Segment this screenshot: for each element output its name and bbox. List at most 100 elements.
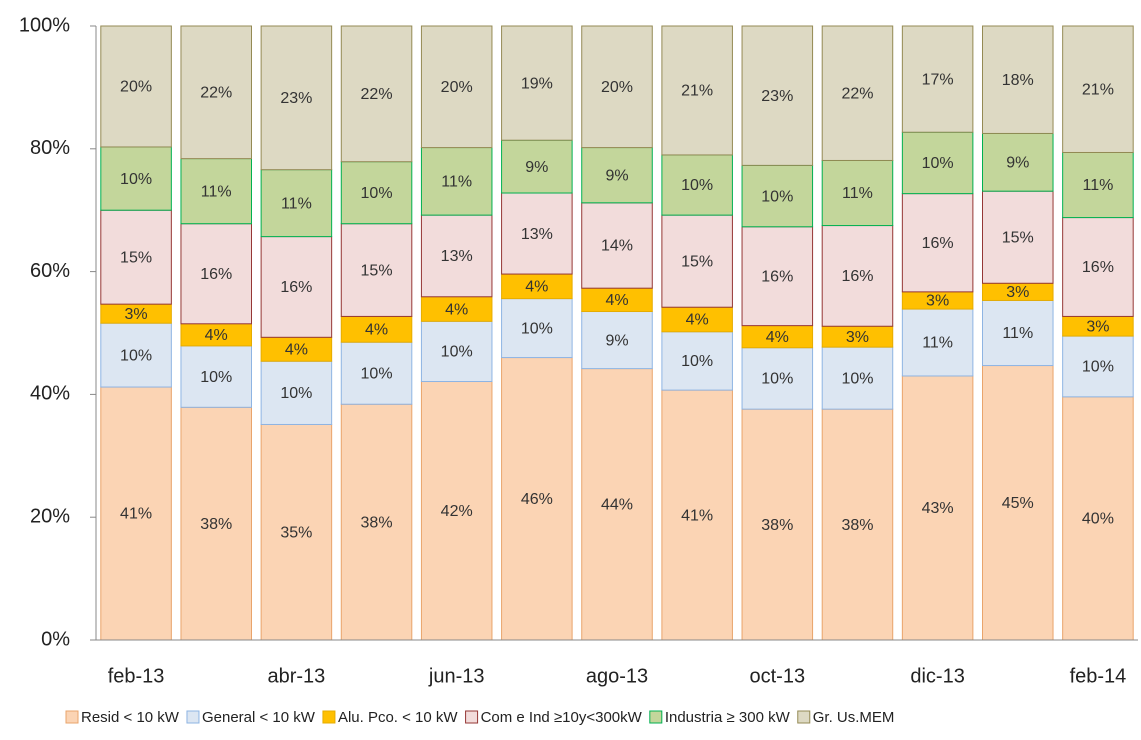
data-label: 9% xyxy=(525,159,548,176)
x-tick-label: ago-13 xyxy=(586,665,648,687)
data-label: 10% xyxy=(441,344,473,361)
data-label: 11% xyxy=(1002,325,1033,342)
data-label: 13% xyxy=(441,248,473,265)
data-label: 4% xyxy=(445,301,468,318)
legend-label: General < 10 kW xyxy=(202,709,316,726)
data-label: 19% xyxy=(521,75,553,92)
data-label: 23% xyxy=(280,90,312,107)
data-label: 10% xyxy=(521,320,553,337)
bar-segment xyxy=(100,146,172,211)
data-label: 9% xyxy=(1006,155,1029,172)
bar-segment xyxy=(100,25,172,148)
data-label: 17% xyxy=(922,71,954,88)
data-label: 11% xyxy=(281,195,312,212)
y-tick-label: 60% xyxy=(30,260,70,282)
y-tick-label: 20% xyxy=(30,505,70,527)
bar-segment xyxy=(1062,396,1134,641)
data-label: 16% xyxy=(200,266,232,283)
data-label: 38% xyxy=(761,517,793,534)
data-label: 3% xyxy=(846,329,869,346)
data-label: 20% xyxy=(441,79,473,96)
data-label: 10% xyxy=(681,353,713,370)
x-tick-label: feb-13 xyxy=(108,665,165,687)
bar-segment xyxy=(340,223,413,317)
bar-segment xyxy=(821,25,894,161)
bar-segment xyxy=(661,25,733,156)
bar-segment xyxy=(501,273,573,300)
legend-swatch xyxy=(797,710,811,724)
bar-segment xyxy=(260,423,333,641)
bar-segment xyxy=(501,298,573,359)
bar-segment xyxy=(260,25,333,171)
legend-swatch xyxy=(322,710,336,724)
data-label: 22% xyxy=(361,86,393,103)
data-label: 21% xyxy=(681,83,713,100)
bar-segment xyxy=(741,25,814,166)
data-label: 38% xyxy=(200,516,232,533)
data-label: 16% xyxy=(1082,259,1114,276)
data-label: 9% xyxy=(605,332,628,349)
data-label: 10% xyxy=(120,171,152,188)
data-label: 4% xyxy=(525,279,548,296)
data-label: 20% xyxy=(120,79,152,96)
data-label: 16% xyxy=(922,235,954,252)
data-label: 3% xyxy=(1006,284,1029,301)
bar-segment xyxy=(260,236,333,338)
data-label: 3% xyxy=(1086,318,1109,335)
data-label: 22% xyxy=(200,85,232,102)
data-label: 46% xyxy=(521,491,553,508)
y-tick-label: 0% xyxy=(41,628,70,650)
data-label: 45% xyxy=(1002,495,1034,512)
y-tick-label: 80% xyxy=(30,137,70,159)
bar-segment xyxy=(982,299,1054,367)
data-label: 18% xyxy=(1002,72,1034,89)
data-label: 11% xyxy=(441,174,472,191)
data-label: 11% xyxy=(922,335,953,352)
bar-segment xyxy=(982,365,1054,641)
data-label: 10% xyxy=(120,347,152,364)
data-label: 35% xyxy=(280,524,312,541)
data-label: 13% xyxy=(521,226,553,243)
bar-segment xyxy=(821,408,894,641)
data-label: 16% xyxy=(761,268,793,285)
bar-segment xyxy=(420,296,493,322)
bar-segment xyxy=(100,322,172,388)
bar-segment xyxy=(340,161,413,225)
bar-segment xyxy=(180,223,252,325)
bar-segment xyxy=(741,408,814,641)
legend-swatch xyxy=(465,710,479,724)
data-label: 15% xyxy=(120,249,152,266)
legend-label: Com e Ind ≥10y<300kW xyxy=(481,709,643,726)
x-tick-label: feb-14 xyxy=(1070,665,1127,687)
y-tick-label: 100% xyxy=(19,14,70,36)
x-tick-label: dic-13 xyxy=(910,665,964,687)
data-label: 4% xyxy=(365,322,388,339)
data-label: 21% xyxy=(1082,81,1114,98)
legend-label: Industria ≥ 300 kW xyxy=(665,709,791,726)
data-label: 3% xyxy=(125,306,148,323)
data-label: 9% xyxy=(605,167,628,184)
bar-segment xyxy=(340,341,413,405)
bar-segment xyxy=(340,403,413,641)
data-label: 43% xyxy=(922,500,954,517)
bar-segment xyxy=(260,169,333,238)
data-label: 11% xyxy=(201,183,232,200)
data-label: 22% xyxy=(841,85,873,102)
bar-segment xyxy=(501,357,573,641)
data-label: 3% xyxy=(926,293,949,310)
bar-segment xyxy=(901,375,974,641)
bar-segment xyxy=(100,209,172,305)
bar-segment xyxy=(501,192,573,275)
data-label: 38% xyxy=(841,517,873,534)
data-label: 23% xyxy=(761,88,793,105)
bar-segment xyxy=(581,311,653,370)
data-label: 16% xyxy=(280,279,312,296)
bar-segment xyxy=(581,202,653,289)
data-label: 4% xyxy=(766,329,789,346)
legend-swatch xyxy=(65,710,79,724)
bar-segment xyxy=(501,25,573,141)
bar-segment xyxy=(661,154,733,216)
data-label: 40% xyxy=(1082,511,1114,528)
data-label: 10% xyxy=(280,385,312,402)
bar-segment xyxy=(420,25,493,149)
